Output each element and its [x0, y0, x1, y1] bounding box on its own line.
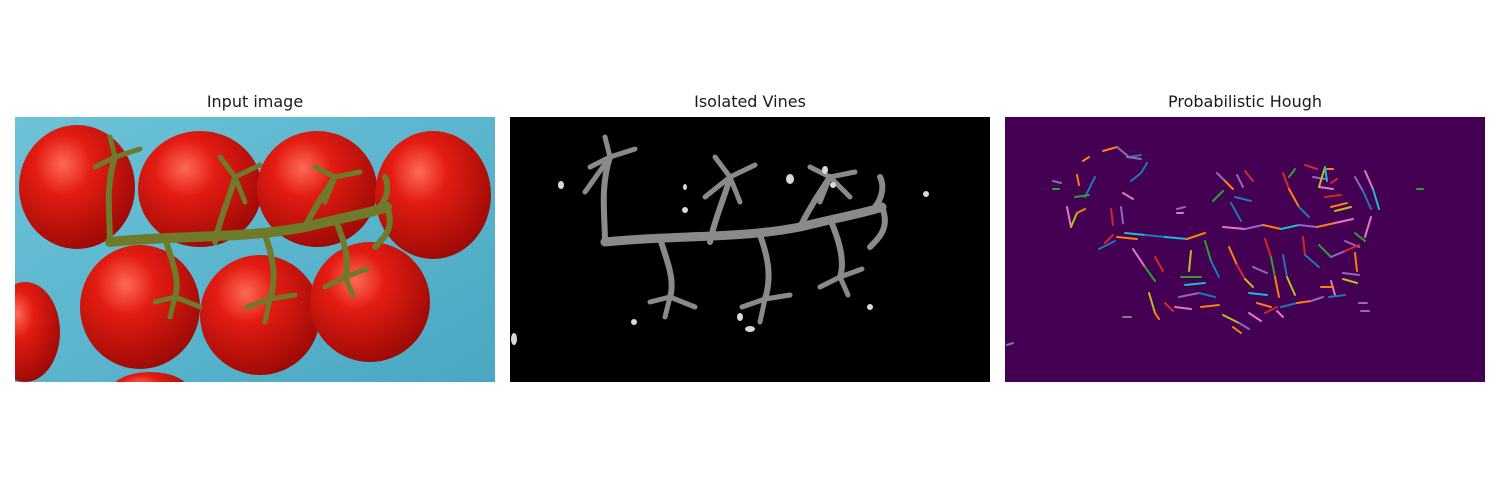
tomato: [138, 131, 262, 247]
tomato: [200, 255, 320, 375]
probabilistic-hough-image: [1005, 117, 1485, 382]
mask-background: [510, 117, 990, 382]
hough-segments: [1006, 146, 1424, 346]
panel-title-input-image: Input image: [206, 92, 304, 111]
isolated-vines-panel: [510, 117, 990, 382]
probabilistic-hough-panel: [1005, 117, 1485, 382]
vine: [92, 134, 393, 325]
tomato: [115, 372, 185, 382]
hough-background: [1005, 117, 1485, 382]
panel-title-probabilistic-hough: Probabilistic Hough: [1167, 92, 1323, 111]
input-image-panel: [15, 117, 495, 382]
input-image: [15, 117, 495, 382]
tomatoes: [15, 125, 491, 382]
tomato: [19, 125, 135, 249]
panel-title-isolated-vines: Isolated Vines: [694, 92, 806, 111]
mask-specks: [511, 166, 929, 345]
isolated-vines-image: [510, 117, 990, 382]
vine-mask: [582, 134, 888, 325]
tomato: [375, 131, 491, 259]
tomato: [80, 245, 200, 369]
tomato: [15, 282, 60, 382]
tomato: [310, 242, 430, 362]
